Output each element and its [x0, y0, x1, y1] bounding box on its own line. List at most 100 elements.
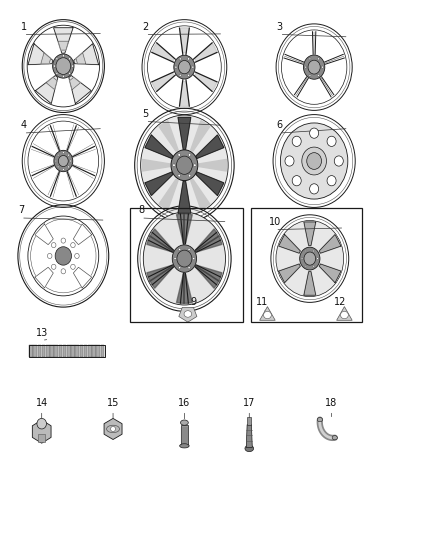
Polygon shape — [179, 308, 197, 322]
Bar — [29, 345, 105, 357]
Ellipse shape — [193, 257, 195, 260]
Ellipse shape — [292, 136, 301, 147]
Ellipse shape — [179, 248, 181, 251]
Ellipse shape — [63, 168, 64, 171]
Polygon shape — [194, 43, 217, 62]
Ellipse shape — [317, 257, 318, 260]
Polygon shape — [53, 28, 73, 53]
Polygon shape — [46, 77, 57, 90]
Ellipse shape — [304, 55, 325, 79]
Ellipse shape — [173, 164, 175, 167]
Ellipse shape — [188, 266, 190, 269]
Bar — [80, 345, 83, 357]
Polygon shape — [69, 76, 91, 103]
Polygon shape — [196, 229, 222, 252]
Ellipse shape — [300, 247, 320, 270]
Polygon shape — [35, 76, 58, 103]
Text: 11: 11 — [256, 297, 268, 307]
Bar — [67, 345, 71, 357]
Ellipse shape — [67, 154, 70, 156]
Ellipse shape — [305, 66, 307, 68]
Ellipse shape — [174, 55, 195, 79]
Ellipse shape — [318, 58, 319, 60]
Bar — [46, 345, 49, 357]
Ellipse shape — [56, 58, 71, 75]
Polygon shape — [246, 425, 252, 447]
Ellipse shape — [74, 253, 79, 259]
Ellipse shape — [55, 247, 71, 265]
Ellipse shape — [188, 154, 191, 156]
Ellipse shape — [67, 166, 70, 168]
Polygon shape — [177, 274, 192, 303]
Polygon shape — [196, 135, 224, 158]
Text: 1: 1 — [21, 22, 27, 32]
Ellipse shape — [37, 418, 46, 429]
Ellipse shape — [192, 66, 194, 68]
Polygon shape — [180, 81, 189, 107]
Polygon shape — [191, 179, 210, 210]
Bar — [50, 345, 54, 357]
Text: 6: 6 — [276, 120, 283, 131]
Ellipse shape — [321, 66, 323, 68]
Ellipse shape — [56, 58, 58, 60]
Ellipse shape — [318, 74, 319, 76]
Text: 10: 10 — [269, 217, 281, 227]
Ellipse shape — [304, 252, 316, 265]
Ellipse shape — [58, 156, 68, 167]
Ellipse shape — [141, 115, 228, 215]
Bar — [29, 345, 33, 357]
Ellipse shape — [71, 65, 74, 67]
Ellipse shape — [302, 147, 326, 175]
Polygon shape — [194, 72, 217, 91]
Ellipse shape — [55, 160, 57, 162]
Ellipse shape — [57, 166, 59, 168]
Polygon shape — [178, 181, 191, 213]
Text: 18: 18 — [325, 398, 338, 408]
Text: 8: 8 — [138, 205, 144, 215]
Polygon shape — [142, 159, 170, 171]
Polygon shape — [337, 306, 352, 320]
Ellipse shape — [171, 150, 198, 181]
Ellipse shape — [179, 58, 181, 60]
Polygon shape — [147, 265, 173, 288]
Polygon shape — [279, 264, 300, 282]
Polygon shape — [145, 135, 173, 158]
Ellipse shape — [310, 184, 319, 194]
Ellipse shape — [57, 154, 59, 156]
Text: 12: 12 — [334, 297, 346, 307]
Ellipse shape — [63, 151, 64, 154]
Ellipse shape — [307, 152, 321, 169]
Ellipse shape — [179, 74, 181, 77]
Ellipse shape — [178, 60, 191, 74]
Bar — [180, 425, 188, 446]
Bar — [63, 345, 67, 357]
Ellipse shape — [308, 60, 320, 74]
Ellipse shape — [188, 174, 191, 177]
Text: 16: 16 — [178, 398, 191, 408]
Bar — [75, 345, 79, 357]
Polygon shape — [159, 120, 178, 151]
Bar — [101, 345, 104, 357]
Ellipse shape — [54, 150, 73, 172]
Ellipse shape — [175, 66, 177, 68]
Polygon shape — [152, 72, 174, 91]
Ellipse shape — [264, 311, 271, 319]
Polygon shape — [178, 117, 191, 149]
Bar — [247, 417, 251, 425]
Ellipse shape — [305, 250, 307, 252]
Polygon shape — [196, 172, 224, 196]
Ellipse shape — [280, 123, 348, 199]
Polygon shape — [260, 306, 275, 320]
Ellipse shape — [69, 58, 71, 60]
Ellipse shape — [70, 160, 72, 162]
Polygon shape — [177, 214, 192, 243]
Polygon shape — [180, 28, 189, 53]
Bar — [33, 345, 37, 357]
Ellipse shape — [285, 156, 294, 166]
Ellipse shape — [332, 435, 337, 440]
Ellipse shape — [313, 265, 314, 267]
Ellipse shape — [179, 266, 181, 269]
Ellipse shape — [340, 311, 348, 319]
Ellipse shape — [172, 245, 197, 272]
Ellipse shape — [309, 58, 311, 60]
